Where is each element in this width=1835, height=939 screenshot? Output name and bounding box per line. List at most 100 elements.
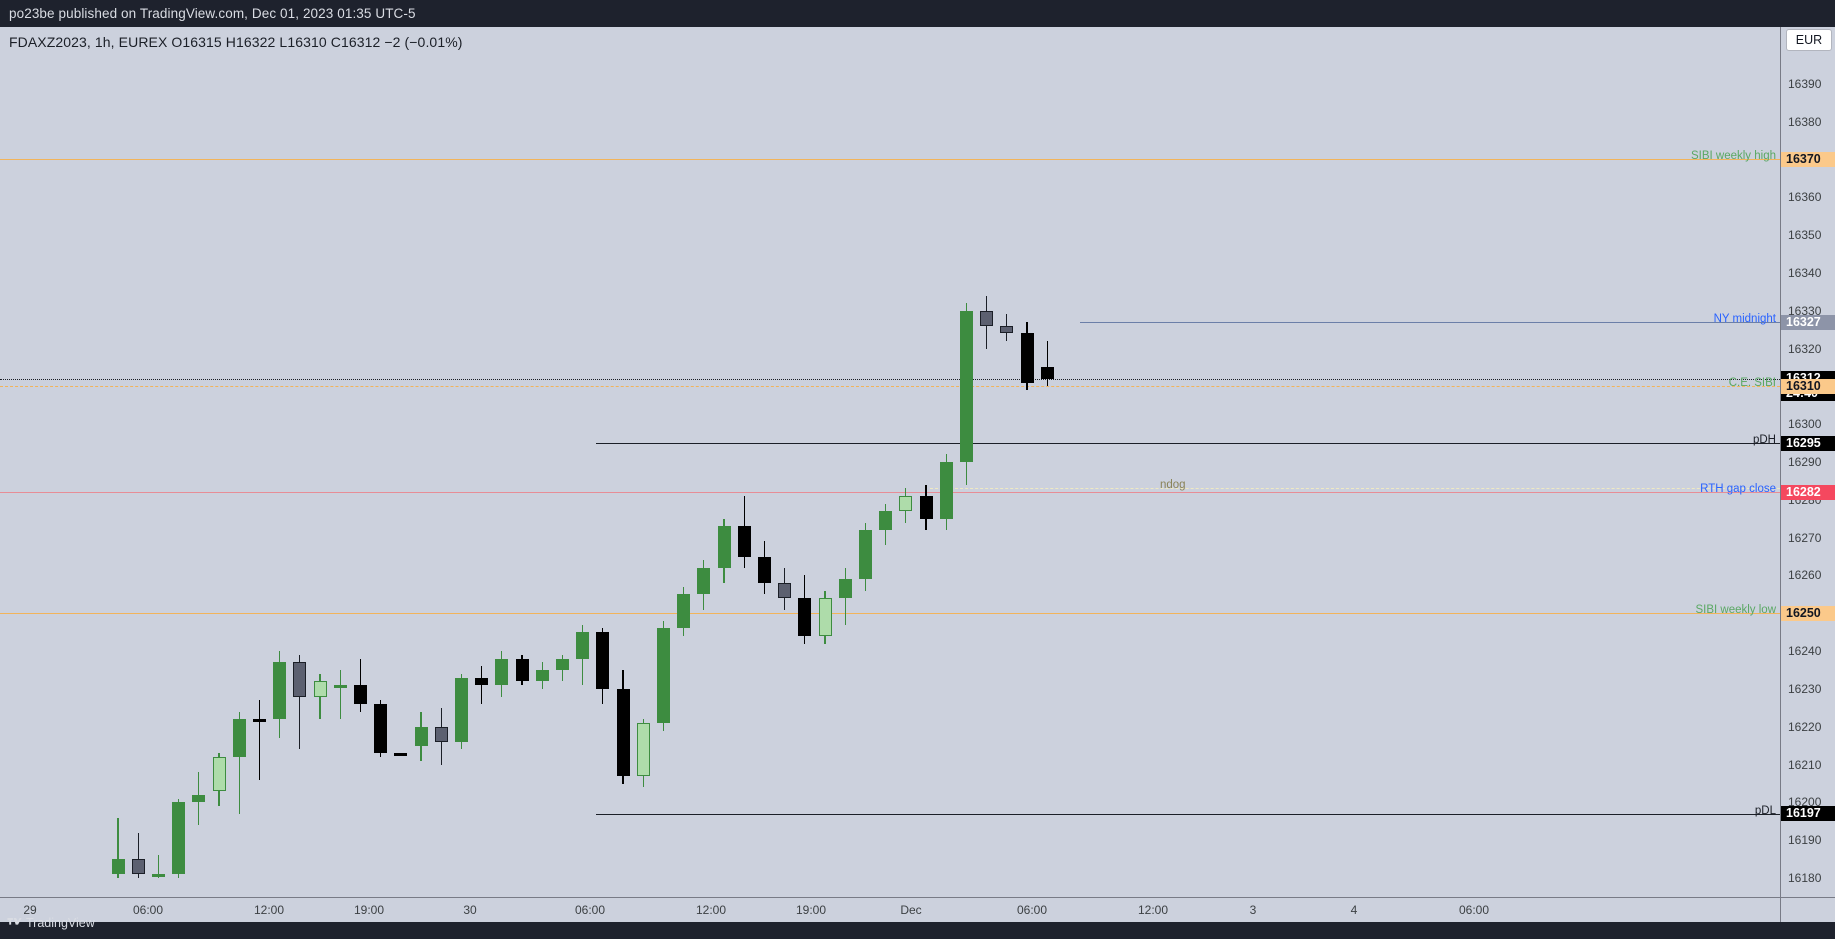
candle-wick [258,700,261,780]
candle-body [273,662,287,720]
sibi-weekly-high-tag[interactable]: 16370 [1781,151,1835,167]
time-tick: 12:00 [695,903,727,917]
candle-body [576,632,590,659]
candle-body [495,658,509,686]
price-tick: 16320 [1788,341,1822,356]
time-tick: 12:00 [1137,903,1169,917]
price-tick: 16230 [1788,681,1822,696]
ndog-line-stroke [930,488,1780,490]
price-tick: 16220 [1788,719,1822,734]
candle-body [232,719,246,758]
candle-body [475,677,489,686]
candle-body [192,794,206,803]
candle-wick [238,711,240,814]
candle-body [515,658,529,682]
sibi-weekly-low-tag[interactable]: 16250 [1781,605,1835,621]
candle-body [899,496,913,512]
price-tick: 16350 [1788,228,1822,243]
price-tick: 16260 [1788,568,1822,583]
price-tick: 16190 [1788,833,1822,848]
candle-body [879,511,893,531]
candle-body [131,859,145,875]
candle-body [717,526,731,568]
time-tick: 30 [463,903,477,917]
pdl-line-label: pDL [1754,804,1776,817]
candle-wick [359,658,362,712]
candle-body [757,556,771,584]
candle-body [212,757,226,792]
pdh-tag[interactable]: 16295 [1781,435,1835,451]
candle-body [636,723,650,776]
tradingview-wordmark: TradingView [26,916,95,930]
candle-body [414,726,428,746]
last-price-line-stroke [0,378,1780,380]
sibi-weekly-low-line-stroke [0,613,1780,615]
axis-separator [1780,898,1781,923]
price-tick: 16180 [1788,871,1822,886]
candle-body [111,859,125,875]
price-tick: 16200 [1788,795,1822,810]
ny-midnight-tag-value: 16327 [1786,314,1821,329]
candle-body [555,658,569,671]
pdh-line-stroke [596,443,1780,445]
candle-body [374,704,388,754]
candle-body [818,598,832,636]
candle-body [596,632,610,689]
chart-legend: FDAXZ2023, 1h, EUREX O16315 H16322 L1631… [9,34,463,50]
candle-body [959,310,973,462]
candle-body [454,677,468,742]
candle-body [535,670,549,682]
candle-body [697,567,711,595]
time-tick: Dec [900,903,922,917]
candle-wick [157,855,160,879]
candle-body [1000,325,1014,334]
time-tick: 19:00 [795,903,827,917]
candle-body [616,688,630,776]
tradingview-logo[interactable]: TradingView [7,915,95,932]
price-axis[interactable]: EUR 164001639016380163701636016350163401… [1780,27,1835,897]
rth-gap-close-tag[interactable]: 16282 [1781,484,1835,500]
candle-body [434,726,448,742]
candle-body [980,310,994,326]
candle-wick [1046,340,1048,387]
candle-body [838,579,852,599]
chart-pane[interactable]: FDAXZ2023, 1h, EUREX O16315 H16322 L1631… [0,27,1780,897]
time-tick: 29 [23,903,37,917]
candle-wick [137,832,139,879]
sibi-weekly-low-tag-value: 16250 [1786,605,1821,620]
pdl-tag-value: 16197 [1786,806,1821,821]
pdl-line-stroke [596,813,1780,815]
candle-body [172,802,186,875]
candle-body [1040,367,1054,379]
price-tick: 16210 [1788,757,1822,772]
candle-body [656,628,670,723]
pdh-line-label: pDH [1752,434,1776,447]
tradingview-mark-icon [7,918,22,925]
ce-sibi-tag[interactable]: 16310 [1781,378,1835,394]
rth-gap-close-line-label: RTH gap close [1700,483,1776,496]
ndog-line-label: ndog [1160,479,1186,492]
rth-gap-close-tag-value: 16282 [1786,484,1821,499]
pdh-tag-value: 16295 [1786,435,1821,450]
candle-body [151,874,165,877]
candle-body [1020,333,1034,383]
pdl-tag[interactable]: 16197 [1781,806,1835,822]
ce-sibi-line-stroke [0,386,1780,388]
time-tick: 06:00 [1458,903,1490,917]
time-tick: 3 [1249,903,1257,917]
candle-body [293,662,307,697]
currency-badge[interactable]: EUR [1786,29,1832,51]
candle-wick [117,817,119,879]
price-tick: 16240 [1788,644,1822,659]
price-tick: 16390 [1788,76,1822,91]
price-tick: 16300 [1788,417,1822,432]
candle-body [333,685,347,688]
time-tick: 12:00 [253,903,285,917]
price-tick: 16360 [1788,190,1822,205]
ny-midnight-tag[interactable]: 16327 [1781,314,1835,330]
candle-body [394,753,408,756]
ny-midnight-line-stroke [1080,322,1780,324]
time-axis[interactable]: 29 06:00 12:00 19:00 30 06:00 12:00 19:00 Dec 06:… [0,897,1835,923]
candlestick-series [0,27,1780,897]
